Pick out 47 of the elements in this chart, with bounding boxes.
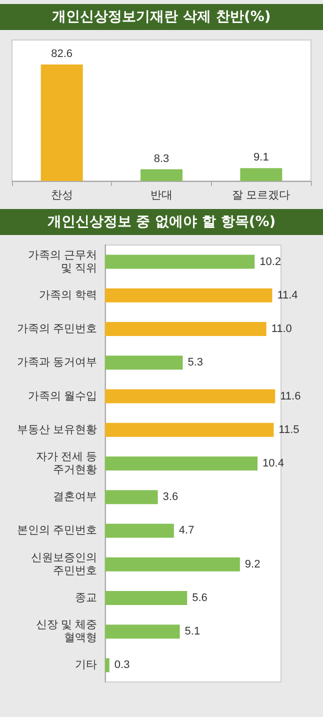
y-tick-label: 가족의 주민번호 [16,323,97,336]
data-label: 82.6 [51,48,73,60]
bar [105,456,258,470]
bar [105,557,240,572]
y-tick-label: 부동산 보유현황 [16,424,97,436]
y-tick-label: 기타 [75,659,97,672]
y-tick-label: 종교 [75,592,97,604]
chart-title: 개인신상정보기재란 삭제 찬반(%) [52,9,271,25]
bar [105,590,188,605]
bar [105,356,183,370]
x-tick-label: 찬성 [50,190,73,202]
data-label: 11.6 [280,390,301,402]
data-label: 9.1 [254,152,269,164]
data-label: 3.6 [162,491,178,504]
x-tick-label: 잘 모르겠다 [232,190,290,202]
data-label: 10.2 [260,256,282,268]
bar [105,254,255,269]
bar [105,524,174,538]
data-label: 0.3 [114,659,130,672]
bar [105,389,276,404]
bar [105,422,274,437]
y-tick-label: 가족과 동거여부 [16,356,97,369]
data-label: 5.1 [184,626,200,638]
data-label: 8.3 [154,152,170,165]
y-tick-label: 가족의 근무처 및 직위 [28,249,97,274]
data-label: 11.0 [271,323,292,336]
data-label: 11.5 [278,424,300,436]
data-label: 4.7 [178,524,194,537]
bar [105,658,110,672]
data-label: 5.3 [188,356,204,369]
y-tick-label: 신장 및 체중 혈액형 [36,619,97,644]
x-tick-label: 반대 [150,190,172,202]
bar [105,624,180,639]
y-tick-label: 본인의 주민번호 [16,524,97,537]
data-label: 10.4 [262,458,284,470]
data-label: 11.4 [277,289,298,302]
y-tick-label: 자가 전세 등 주거현황 [36,451,97,476]
data-label: 5.6 [192,592,208,604]
chart-title: 개인신상정보 중 없에야 할 항목(%) [47,214,276,230]
y-tick-label: 신원보증인의 주민번호 [31,552,97,577]
y-tick-label: 가족의 학력 [38,289,97,302]
y-tick-label: 결혼여부 [53,491,97,504]
y-tick-label: 가족의 월수입 [28,390,97,402]
bar [105,490,158,504]
bar [105,288,272,302]
bar [105,322,266,336]
data-label: 9.2 [244,558,260,570]
